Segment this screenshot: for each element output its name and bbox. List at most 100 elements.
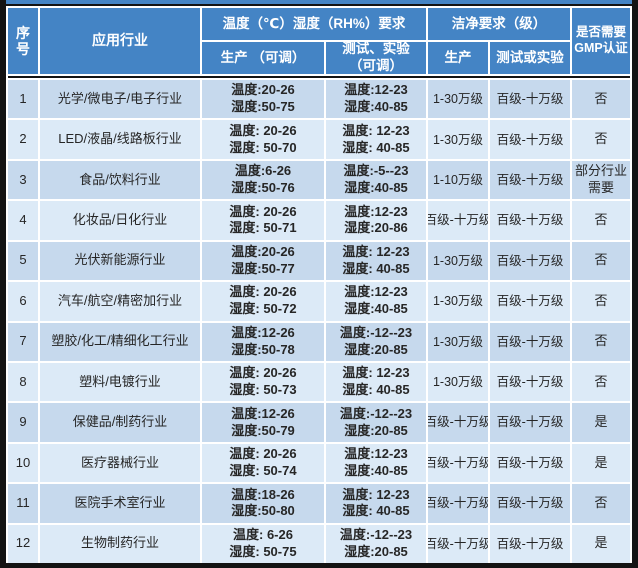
- test-humidity: 湿度: 40-85: [342, 503, 410, 519]
- cell-clean-production: 1-10万级: [428, 160, 488, 200]
- test-humidity: 湿度: 40-85: [342, 260, 410, 276]
- header-test-experiment-adjustable: 测试、实验 （可调）: [326, 41, 426, 74]
- cell-industry-name: 医疗器械行业: [40, 443, 200, 483]
- test-humidity: 湿度:40-85: [344, 301, 408, 317]
- cell-production-temp-humidity: 温度: 20-26 湿度: 50-72: [202, 282, 324, 321]
- header-gmp-line2: GMP认证: [574, 41, 628, 55]
- cell-clean-production: 百级-十万级: [428, 484, 488, 523]
- cell-test-temp-humidity: 温度:12-23 湿度:40-85: [326, 443, 426, 483]
- table-header: 序号 应用行业 温度（℃）湿度（RH%）要求 洁净要求（级） 是否需要 GMP认…: [8, 8, 630, 74]
- table-content: 序号 应用行业 温度（℃）湿度（RH%）要求 洁净要求（级） 是否需要 GMP认…: [6, 6, 632, 563]
- header-cleanliness-group: 洁净要求（级）: [428, 8, 570, 40]
- test-temperature: 温度:-12--23: [339, 526, 413, 542]
- cell-gmp-required: 否: [572, 322, 630, 361]
- cell-test-temp-humidity: 温度: 12-23 湿度: 40-85: [326, 120, 426, 159]
- cell-industry-name: 生物制药行业: [40, 524, 200, 563]
- cell-clean-production: 百级-十万级: [428, 201, 488, 240]
- cell-test-temp-humidity: 温度:-5--23 湿度:40-85: [326, 160, 426, 200]
- header-test-line1: 测试、实验: [342, 41, 410, 57]
- cell-clean-test: 百级-十万级: [490, 403, 570, 442]
- header-temp-humidity-group: 温度（℃）湿度（RH%）要求: [202, 8, 426, 40]
- cell-test-temp-humidity: 温度:12-23 湿度:40-85: [326, 80, 426, 119]
- production-humidity: 湿度: 50-70: [229, 139, 297, 155]
- cell-industry-name: 光伏新能源行业: [40, 241, 200, 281]
- table-row: 4 化妆品/日化行业 温度: 20-26 湿度: 50-71 温度:12-23 …: [8, 201, 630, 240]
- table-top-border: [6, 4, 632, 6]
- cell-production-temp-humidity: 温度: 20-26 湿度: 50-71: [202, 201, 324, 240]
- production-humidity: 湿度: 50-73: [229, 382, 297, 398]
- cell-clean-production: 1-30万级: [428, 362, 488, 402]
- table-row: 3 食品/饮料行业 温度:6-26 湿度:50-76 温度:-5--23 湿度:…: [8, 160, 630, 200]
- cell-clean-test: 百级-十万级: [490, 80, 570, 119]
- cell-production-temp-humidity: 温度:20-26 湿度:50-75: [202, 80, 324, 119]
- cell-gmp-required: 是: [572, 524, 630, 563]
- cell-industry-name: 光学/微电子/电子行业: [40, 80, 200, 119]
- test-temperature: 温度:12-23: [344, 82, 408, 98]
- cell-clean-test: 百级-十万级: [490, 484, 570, 523]
- cell-row-number: 8: [8, 362, 38, 402]
- production-humidity: 湿度:50-79: [231, 422, 295, 438]
- cell-gmp-required: 是: [572, 443, 630, 483]
- cell-production-temp-humidity: 温度:20-26 湿度:50-77: [202, 241, 324, 281]
- cell-industry-name: 食品/饮料行业: [40, 160, 200, 200]
- test-humidity: 湿度:20-85: [344, 543, 408, 559]
- header-clean-production: 生产: [428, 42, 488, 74]
- cell-row-number: 10: [8, 443, 38, 483]
- cell-row-number: 12: [8, 524, 38, 563]
- cell-clean-production: 1-30万级: [428, 80, 488, 119]
- production-humidity: 湿度:50-78: [231, 341, 295, 357]
- cell-row-number: 1: [8, 80, 38, 119]
- cell-industry-name: 塑胶/化工/精细化工行业: [40, 322, 200, 361]
- test-humidity: 湿度:40-85: [344, 99, 408, 115]
- cell-gmp-required: 否: [572, 120, 630, 159]
- production-humidity: 湿度:50-75: [231, 99, 295, 115]
- cell-test-temp-humidity: 温度:-12--23 湿度:20-85: [326, 403, 426, 442]
- production-humidity: 湿度:50-80: [231, 503, 295, 519]
- cell-clean-test: 百级-十万级: [490, 443, 570, 483]
- cell-test-temp-humidity: 温度: 12-23 湿度: 40-85: [326, 362, 426, 402]
- cell-clean-test: 百级-十万级: [490, 160, 570, 200]
- cell-production-temp-humidity: 温度: 6-26 湿度: 50-75: [202, 524, 324, 563]
- production-humidity: 湿度:50-76: [231, 180, 295, 196]
- cell-clean-production: 1-30万级: [428, 241, 488, 281]
- table-row: 7 塑胶/化工/精细化工行业 温度:12-26 湿度:50-78 温度:-12-…: [8, 322, 630, 361]
- production-humidity: 湿度: 50-72: [229, 301, 297, 317]
- cell-clean-production: 1-30万级: [428, 120, 488, 159]
- test-temperature: 温度: 12-23: [342, 122, 410, 138]
- cell-row-number: 6: [8, 282, 38, 321]
- table-row: 10 医疗器械行业 温度: 20-26 湿度: 50-74 温度:12-23 湿…: [8, 443, 630, 483]
- table-row: 5 光伏新能源行业 温度:20-26 湿度:50-77 温度: 12-23 湿度…: [8, 241, 630, 281]
- production-temperature: 温度: 6-26: [233, 526, 293, 542]
- table-row: 9 保健品/制药行业 温度:12-26 湿度:50-79 温度:-12--23 …: [8, 403, 630, 442]
- cell-industry-name: 保健品/制药行业: [40, 403, 200, 442]
- production-temperature: 温度: 20-26: [229, 284, 297, 300]
- production-temperature: 温度: 20-26: [229, 365, 297, 381]
- test-temperature: 温度:12-23: [344, 284, 408, 300]
- cell-test-temp-humidity: 温度:-12--23 湿度:20-85: [326, 322, 426, 361]
- header-clean-test: 测试或实验: [490, 42, 570, 74]
- production-humidity: 湿度: 50-75: [229, 543, 297, 559]
- cell-gmp-required: 否: [572, 201, 630, 240]
- table-row: 1 光学/微电子/电子行业 温度:20-26 湿度:50-75 温度:12-23…: [8, 80, 630, 119]
- cell-production-temp-humidity: 温度:18-26 湿度:50-80: [202, 484, 324, 523]
- table-top-cap: [6, 0, 632, 4]
- test-humidity: 湿度:20-85: [344, 341, 408, 357]
- test-temperature: 温度:-5--23: [343, 163, 409, 179]
- cell-clean-test: 百级-十万级: [490, 524, 570, 563]
- cell-test-temp-humidity: 温度: 12-23 湿度: 40-85: [326, 241, 426, 281]
- cell-test-temp-humidity: 温度:-12--23 湿度:20-85: [326, 524, 426, 563]
- header-test-line2: （可调）: [349, 58, 403, 73]
- cell-gmp-required: 部分行业需要: [572, 160, 630, 200]
- header-gmp-cert: 是否需要 GMP认证: [572, 8, 630, 74]
- cell-row-number: 11: [8, 484, 38, 523]
- production-temperature: 温度:6-26: [234, 163, 292, 179]
- cell-clean-test: 百级-十万级: [490, 120, 570, 159]
- test-humidity: 湿度: 40-85: [342, 139, 410, 155]
- cell-clean-test: 百级-十万级: [490, 282, 570, 321]
- cell-clean-production: 百级-十万级: [428, 524, 488, 563]
- cell-test-temp-humidity: 温度:12-23 湿度:40-85: [326, 282, 426, 321]
- production-temperature: 温度:20-26: [231, 244, 295, 259]
- table-row: 6 汽车/航空/精密加行业 温度: 20-26 湿度: 50-72 温度:12-…: [8, 282, 630, 321]
- cell-production-temp-humidity: 温度:12-26 湿度:50-79: [202, 403, 324, 442]
- header-industry: 应用行业: [40, 8, 200, 74]
